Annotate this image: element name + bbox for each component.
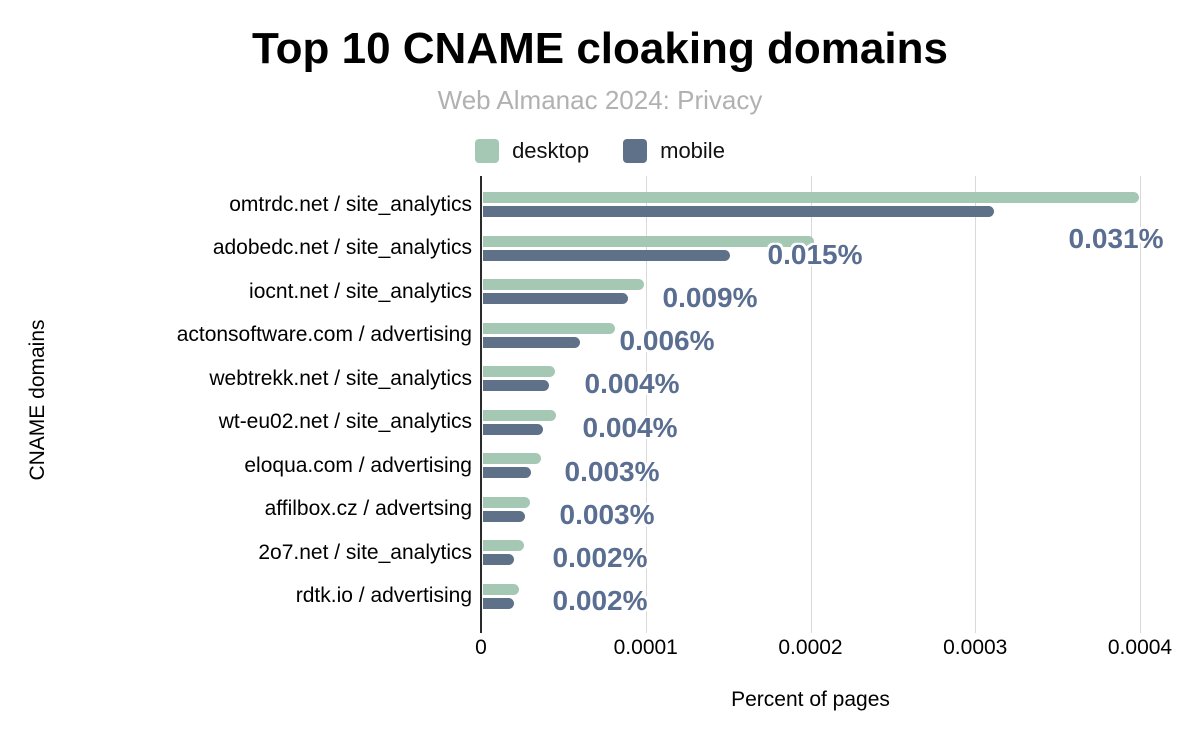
gridline [645, 176, 647, 633]
mobile-bar [483, 380, 549, 392]
data-label: 0.003% [564, 456, 660, 487]
data-label: 0.004% [582, 412, 678, 443]
mobile-bar [483, 597, 514, 609]
mobile-bar [483, 336, 581, 348]
legend-label: desktop [512, 138, 590, 163]
category-label: webtrekk.net / site_analytics [209, 366, 472, 390]
mobile-bar [483, 249, 731, 261]
desktop-bar [483, 192, 1139, 203]
category-label: actonsoftware.com / advertising [176, 323, 472, 347]
desktop-bar [483, 366, 556, 378]
data-label: 0.002% [552, 585, 648, 616]
category-label: eloqua.com / advertising [244, 453, 472, 477]
mobile-bar [483, 467, 532, 479]
gridline [810, 176, 812, 633]
x-tick-label: 0.0004 [1107, 636, 1173, 659]
data-label: 0.002% [552, 542, 648, 573]
desktop-bar [483, 540, 525, 552]
legend-swatch-mobile [623, 139, 648, 163]
category-label: adobedc.net / site_analytics [212, 236, 472, 260]
data-label: 0.031% [1068, 223, 1164, 254]
x-tick-label: 0.0002 [778, 636, 843, 659]
legend-item-mobile: mobile [623, 138, 725, 164]
page-subtitle: Web Almanac 2024: Privacy [437, 85, 763, 115]
mobile-bar [483, 554, 514, 566]
data-label: 0.006% [619, 325, 715, 356]
legend-label: mobile [660, 138, 725, 163]
data-label: 0.003% [559, 499, 655, 530]
x-axis-title: Percent of pages [731, 688, 890, 711]
page-title: Top 10 CNAME cloaking domains [252, 24, 948, 73]
gridline [975, 176, 977, 633]
legend-item-desktop: desktop [475, 138, 589, 164]
category-label: iocnt.net / site_analytics [249, 279, 472, 303]
chart-legend: desktop mobile [0, 138, 1200, 164]
y-axis-line [480, 176, 482, 633]
desktop-bar [483, 496, 531, 508]
legend-swatch-desktop [475, 139, 500, 163]
desktop-bar [483, 322, 615, 334]
x-tick-label: 0 [475, 636, 487, 659]
category-label: affilbox.cz / advertsing [264, 497, 472, 521]
mobile-bar [483, 423, 544, 435]
data-label: 0.015% [767, 239, 863, 270]
desktop-bar [483, 235, 815, 247]
mobile-bar [483, 510, 525, 522]
category-label: 2o7.net / site_analytics [258, 540, 472, 564]
data-label: 0.004% [584, 368, 680, 399]
category-label: wt-eu02.net / site_analytics [218, 410, 472, 434]
category-label: omtrdc.net / site_analytics [229, 192, 472, 216]
data-label: 0.009% [662, 282, 758, 313]
desktop-bar [483, 453, 542, 465]
gridline [1140, 176, 1141, 633]
desktop-bar [483, 409, 557, 421]
y-axis-title: CNAME domains [26, 318, 49, 481]
category-label: rdtk.io / advertising [295, 584, 472, 608]
desktop-bar [483, 279, 645, 291]
x-tick-label: 0.0001 [613, 636, 678, 659]
x-tick-label: 0.0003 [943, 636, 1008, 659]
desktop-bar [483, 583, 520, 595]
mobile-bar [483, 206, 994, 217]
mobile-bar [483, 293, 628, 305]
